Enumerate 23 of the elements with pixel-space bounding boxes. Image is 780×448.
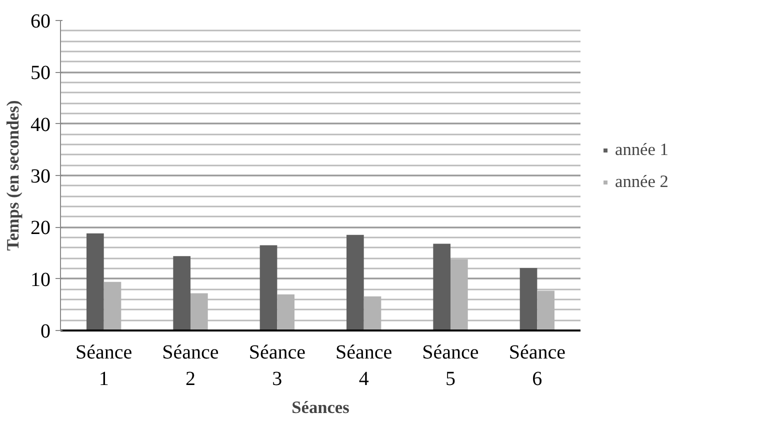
y-tick-label: 60 — [30, 10, 50, 32]
y-tick-label: 10 — [30, 268, 50, 291]
x-axis-title: Séances — [292, 398, 350, 417]
y-tick-label: 0 — [40, 320, 50, 342]
x-tick-label: Séance 4 — [336, 342, 392, 390]
x-tick-label: Séance 3 — [248, 342, 306, 390]
y-tick-label: 30 — [30, 166, 50, 188]
bar — [86, 233, 104, 330]
x-tick-label: Séance 2 — [162, 342, 219, 390]
x-tick-label: Séance 5 — [422, 342, 479, 390]
y-axis-title: Temps (en secondes) — [4, 100, 22, 251]
y-tick-label: 40 — [30, 114, 50, 136]
bar — [173, 256, 190, 330]
bar — [346, 234, 364, 330]
bar — [520, 268, 538, 330]
y-tick-label: 50 — [30, 62, 50, 84]
bar — [433, 244, 450, 330]
y-tick-label: 20 — [30, 217, 50, 240]
legend-label: année 1 — [615, 140, 668, 160]
x-tick-label: Séance 6 — [508, 342, 566, 390]
legend-label: année 2 — [615, 172, 668, 192]
bar — [260, 245, 278, 330]
x-tick-label: Séance 1 — [76, 342, 132, 390]
